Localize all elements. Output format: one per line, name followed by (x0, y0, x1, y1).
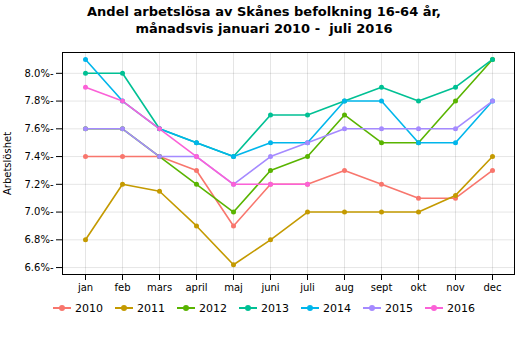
svg-text:aug: aug (335, 281, 354, 292)
html-text:2011: 2011 (137, 301, 165, 315)
svg-text:mars: mars (147, 281, 172, 292)
html-text:2010: 2010 (75, 301, 103, 315)
svg-text:juli: juli (299, 281, 315, 292)
svg-text:juni: juni (260, 281, 279, 292)
svg-text:6.8%-: 6.8%- (24, 234, 53, 245)
html-text:2013: 2013 (261, 301, 289, 315)
svg-text:7.0%-: 7.0%- (24, 206, 53, 217)
svg-text:7.8%-: 7.8%- (24, 95, 53, 106)
svg-text:sept: sept (371, 281, 393, 292)
svg-text:dec: dec (484, 281, 502, 292)
svg-text:feb: feb (114, 281, 130, 292)
svg-text:okt: okt (411, 281, 427, 292)
svg-text:7.6%-: 7.6%- (24, 123, 53, 134)
html-text:Andel arbetslösa av Skånes bef: Andel arbetslösa av Skånes befolkning 16… (87, 4, 441, 36)
svg-text:6.6%-: 6.6%- (24, 262, 53, 273)
svg-text:nov: nov (446, 281, 464, 292)
svg-text:jan: jan (77, 281, 93, 292)
svg-text:april: april (185, 281, 207, 292)
html-text:2015: 2015 (385, 301, 413, 315)
html-text:2014: 2014 (323, 301, 351, 315)
html-text:2012: 2012 (199, 301, 227, 315)
svg-text:maj: maj (224, 281, 243, 292)
svg-text:8.0%-: 8.0%- (24, 67, 53, 78)
svg-text:7.2%-: 7.2%- (24, 178, 53, 189)
svg-text:7.4%-: 7.4%- (24, 151, 53, 162)
svg-text:Arbetslöshet: Arbetslöshet (2, 132, 13, 195)
html-text:2016: 2016 (447, 301, 475, 315)
